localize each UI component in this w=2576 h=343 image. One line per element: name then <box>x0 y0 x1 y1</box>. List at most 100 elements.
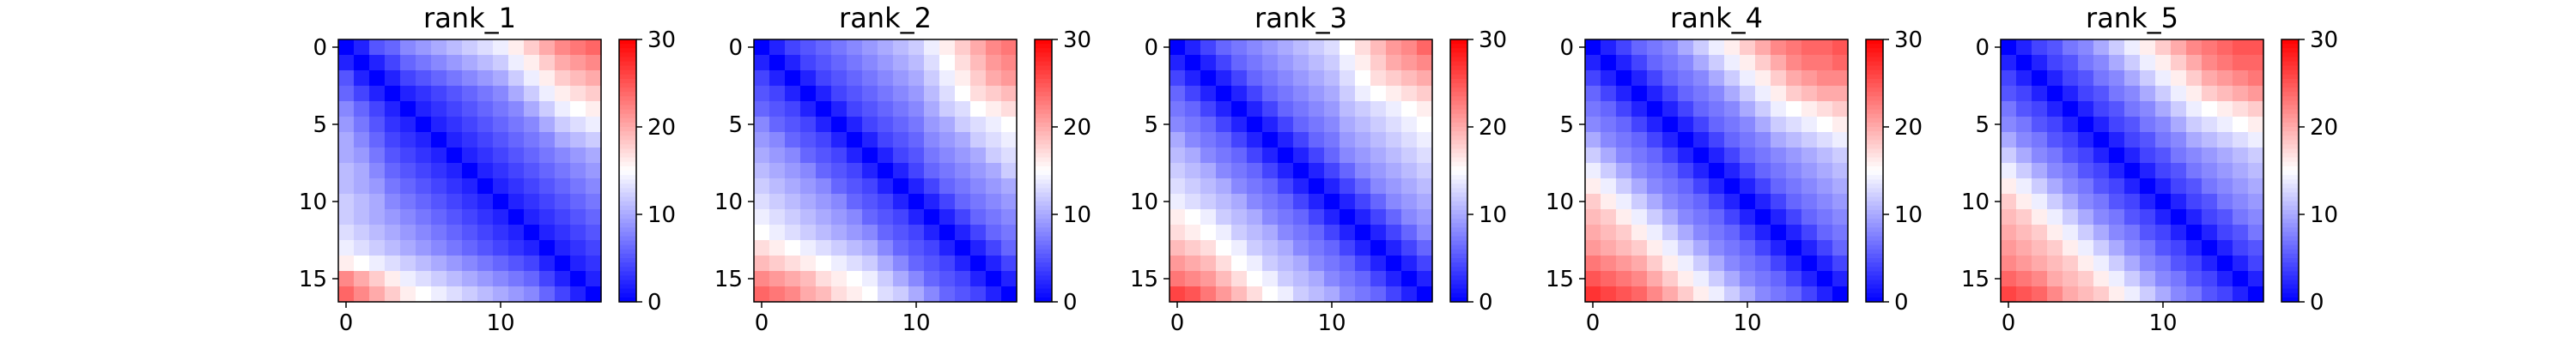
heatmap-cell <box>908 70 925 87</box>
heatmap-cell <box>354 132 370 148</box>
heatmap-cell <box>785 163 801 179</box>
heatmap-cell <box>462 132 478 148</box>
heatmap-cell <box>2078 209 2094 226</box>
colorbar-segment <box>1035 271 1052 276</box>
heatmap-cell <box>893 39 909 56</box>
heatmap-cell <box>400 132 416 148</box>
heatmap-cell <box>477 225 494 241</box>
heatmap-cell <box>2155 163 2172 179</box>
heatmap-cell <box>1647 39 1663 56</box>
colorbar-segment <box>2281 165 2299 172</box>
heatmap-cell <box>862 178 878 195</box>
heatmap-cell <box>447 286 463 303</box>
heatmap-cell <box>2248 163 2264 179</box>
heatmap-cell <box>1755 70 1771 87</box>
heatmap-cell <box>1771 132 1787 148</box>
heatmap-cell <box>2233 39 2249 56</box>
heatmap-cell <box>385 86 401 102</box>
heatmap-cell <box>1200 271 1217 287</box>
heatmap-cell <box>2016 132 2032 148</box>
heatmap-cell <box>1832 101 1849 117</box>
colorbar-segment <box>619 140 636 145</box>
colorbar-segment <box>1866 288 1883 294</box>
heatmap-cell <box>1724 209 1741 226</box>
heatmap-cell <box>1817 225 1833 241</box>
heatmap-cell <box>2032 271 2048 287</box>
heatmap-cell <box>955 117 971 133</box>
heatmap-cell <box>416 194 432 210</box>
heatmap-cell <box>2202 132 2218 148</box>
heatmap-cell <box>847 39 863 56</box>
heatmap-cell <box>369 86 386 102</box>
heatmap-cell <box>878 194 894 210</box>
colorbar-tick-label: 0 <box>647 290 662 316</box>
heatmap-cell <box>2202 194 2218 210</box>
colorbar-segment <box>1035 153 1052 159</box>
heatmap-cell <box>354 117 370 133</box>
heatmap-cell <box>2016 55 2032 71</box>
colorbar-segment <box>1450 271 1467 276</box>
heatmap-cell <box>2032 286 2048 303</box>
heatmap-cell <box>1247 55 1263 71</box>
colorbar-tick-label: 0 <box>1479 290 1493 316</box>
heatmap-cell <box>369 256 386 272</box>
heatmap-cell <box>955 271 971 287</box>
heatmap-cell <box>2093 147 2110 164</box>
colorbar-segment <box>619 48 636 53</box>
heatmap-cell <box>1309 101 1325 117</box>
heatmap-cell <box>570 86 586 102</box>
heatmap-cell <box>1386 209 1402 226</box>
heatmap-cell <box>477 256 494 272</box>
heatmap-cell <box>586 70 602 87</box>
heatmap-cell <box>1724 178 1741 195</box>
heatmap-cell <box>831 225 848 241</box>
heatmap-cell <box>878 147 894 164</box>
heatmap-cell <box>2001 86 2017 102</box>
heatmap-cell <box>1832 55 1849 71</box>
heatmap-cell <box>2140 240 2156 256</box>
colorbar-segment <box>619 223 636 228</box>
heatmap-cell <box>2016 86 2032 102</box>
heatmap-cell <box>2248 132 2264 148</box>
heatmap-cell <box>431 271 447 287</box>
colorbar-segment <box>1866 292 1883 298</box>
heatmap-cell <box>555 194 571 210</box>
heatmap-cell <box>1370 240 1387 256</box>
colorbar-segment <box>1866 44 1883 49</box>
heatmap-cell <box>1262 86 1279 102</box>
heatmap-cell <box>1293 178 1309 195</box>
heatmap-cell <box>1740 163 1756 179</box>
heatmap-cell <box>2109 194 2125 210</box>
heatmap-cell <box>570 117 586 133</box>
colorbar-segment <box>1035 165 1052 172</box>
heatmap-cell <box>831 209 848 226</box>
heatmap-cell <box>1340 132 1356 148</box>
colorbar-segment <box>619 280 636 286</box>
y-tick-label: 15 <box>1546 267 1574 292</box>
heatmap-cell <box>447 271 463 287</box>
heatmap-cell <box>2233 101 2249 117</box>
heatmap-cell <box>1324 70 1340 87</box>
y-tick-label: 0 <box>728 35 743 61</box>
colorbar-segment <box>1866 205 1883 211</box>
heatmap-cell <box>1647 271 1663 287</box>
heatmap-cell <box>477 117 494 133</box>
heatmap-cell <box>2186 240 2202 256</box>
heatmap-cell <box>2001 240 2017 256</box>
heatmap-cell <box>1662 39 1679 56</box>
heatmap-cell <box>1386 256 1402 272</box>
heatmap-cell <box>2047 86 2063 102</box>
heatmap-cell <box>2047 256 2063 272</box>
heatmap-cell <box>2202 147 2218 164</box>
heatmap-cell <box>1355 163 1371 179</box>
heatmap-cell <box>1616 55 1632 71</box>
heatmap-cell <box>1170 286 1186 303</box>
heatmap-cell <box>1355 55 1371 71</box>
heatmap-cell <box>1740 178 1756 195</box>
heatmap-cell <box>955 86 971 102</box>
heatmap-cell <box>1709 147 1725 164</box>
heatmap-cell <box>2063 256 2079 272</box>
heatmap-cell <box>1817 178 1833 195</box>
heatmap-cell <box>847 271 863 287</box>
